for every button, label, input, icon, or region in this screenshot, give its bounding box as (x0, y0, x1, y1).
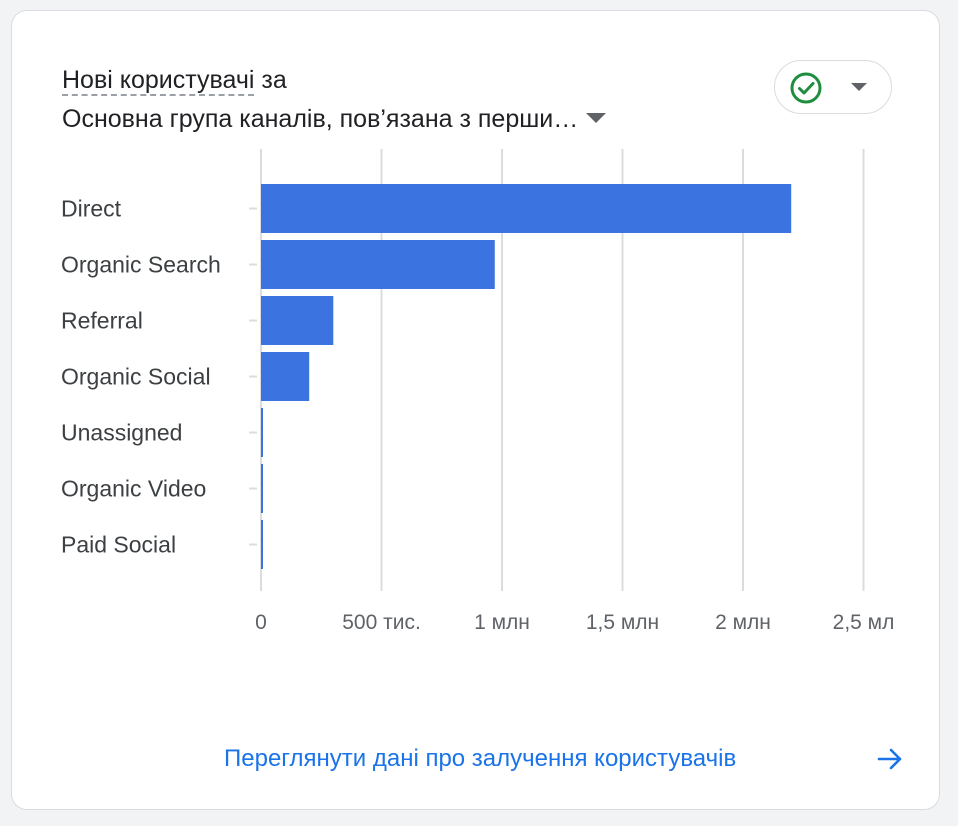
status-dropdown-button[interactable] (774, 60, 892, 114)
x-tick-label: 1 млн (474, 611, 530, 634)
new-users-card: Нові користувачі за Основна група каналі… (11, 10, 940, 810)
metric-name[interactable]: Нові користувачі (62, 66, 255, 96)
dropdown-caret-icon (586, 113, 607, 124)
card-title: Нові користувачі за (62, 65, 287, 96)
bar-chart: Direct Organic Search Referral Organic Soci… (61, 149, 894, 634)
arrow-right-icon (877, 748, 902, 770)
dimension-label: Основна група каналів, пов’язана з перши… (62, 105, 579, 133)
dimension-selector[interactable]: Основна група каналів, пов’язана з перши… (62, 104, 607, 134)
chevron-down-icon (851, 83, 867, 91)
x-tick-label: 2,5 мл (833, 611, 895, 634)
category-label: Referral (61, 308, 143, 334)
x-axis-tick-labels: 0 500 тис. 1 млн 1,5 млн 2 млн 2,5 мл (255, 611, 894, 634)
category-label: Paid Social (61, 532, 176, 558)
category-labels: Direct Organic Search Referral Organic Soci… (61, 196, 221, 558)
bar[interactable] (261, 296, 334, 345)
title-connector: за (254, 66, 287, 94)
x-tick-label: 1,5 млн (586, 611, 659, 634)
x-tick-label: 2 млн (715, 611, 771, 634)
footer-link-label: Переглянути дані про залучення користува… (224, 745, 737, 772)
category-label: Organic Video (61, 476, 206, 502)
bar[interactable] (261, 464, 263, 513)
category-label: Unassigned (61, 420, 182, 446)
x-tick-label: 500 тис. (342, 611, 421, 634)
bar[interactable] (261, 520, 263, 569)
check-circle-icon (790, 72, 822, 104)
category-label: Direct (61, 196, 122, 222)
view-user-acquisition-link[interactable]: Переглянути дані про залучення користува… (224, 744, 902, 774)
category-label: Organic Search (61, 252, 221, 278)
x-tick-label: 0 (255, 611, 267, 634)
bar[interactable] (261, 408, 263, 457)
bar[interactable] (261, 184, 792, 233)
chart-bars (261, 184, 792, 569)
category-label: Organic Social (61, 364, 211, 390)
bar[interactable] (261, 240, 495, 289)
bar[interactable] (261, 352, 310, 401)
